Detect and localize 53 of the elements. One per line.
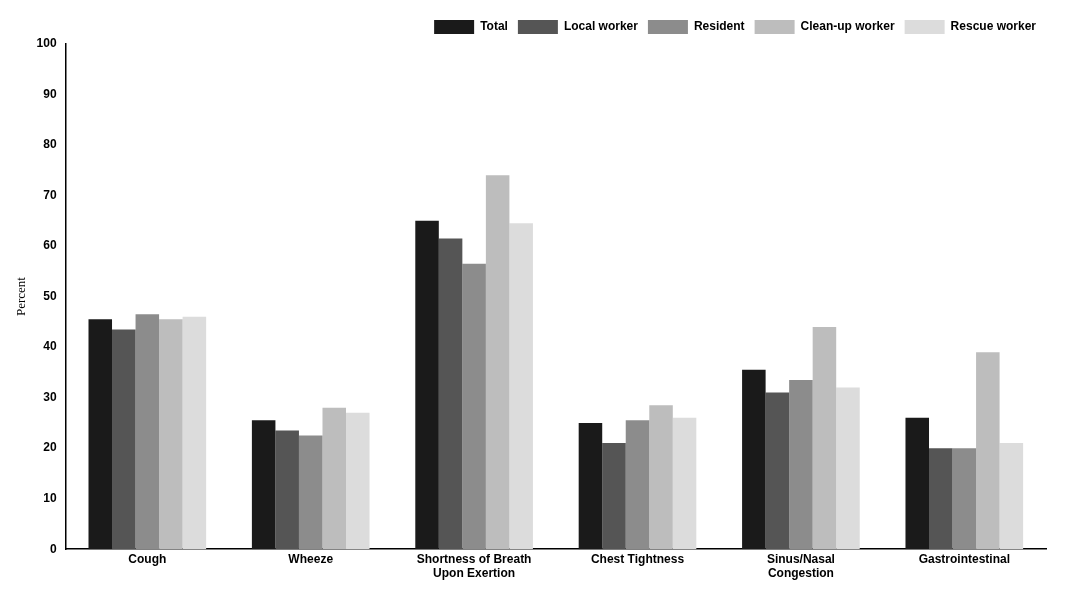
bar	[625, 420, 650, 550]
y-axis-title: Percent	[13, 276, 29, 317]
x-tick-label: Wheeze	[288, 551, 334, 566]
bar	[905, 417, 930, 550]
legend-label: Total	[480, 19, 508, 34]
bar	[485, 175, 510, 550]
bar	[836, 387, 860, 550]
x-tick-label: Cough	[128, 551, 167, 566]
y-tick-label: 80	[43, 137, 57, 152]
bar	[789, 379, 813, 550]
bar	[812, 326, 837, 550]
bar	[322, 407, 347, 550]
legend-label: Resident	[693, 19, 745, 34]
bar	[742, 369, 766, 550]
bar	[88, 319, 113, 550]
y-tick-label: 90	[43, 86, 57, 101]
bar	[275, 430, 299, 550]
legend-label: Rescue worker	[950, 19, 1037, 34]
y-tick-label: 30	[43, 389, 57, 404]
bar	[672, 417, 697, 550]
bar	[578, 422, 603, 550]
legend-label: Local worker	[563, 19, 639, 34]
y-tick-label: 40	[43, 339, 57, 354]
bar	[159, 319, 183, 550]
bar	[929, 448, 953, 550]
bar	[952, 448, 977, 550]
bar	[999, 443, 1024, 550]
x-tick-label: Gastrointestinal	[918, 551, 1010, 566]
y-tick-label: 0	[49, 541, 57, 556]
bar	[135, 314, 160, 550]
y-tick-label: 60	[43, 238, 57, 253]
x-tick-label: Sinus/Nasal Congestion	[766, 551, 835, 581]
y-tick-label: 20	[43, 440, 57, 455]
x-tick-label: Shortness of Breath Upon Exertion	[416, 551, 532, 581]
bar	[649, 405, 673, 550]
x-tick-label: Chest Tightness	[590, 551, 685, 566]
bar	[509, 223, 533, 550]
bar	[298, 435, 323, 550]
bar	[765, 392, 790, 550]
bar	[415, 220, 439, 550]
bar	[976, 352, 1000, 550]
bar	[346, 412, 370, 550]
bar	[112, 329, 136, 550]
bar	[182, 316, 207, 550]
y-tick-label: 70	[43, 187, 57, 202]
bar	[462, 263, 486, 550]
y-tick-label: 10	[43, 490, 57, 505]
bar	[602, 443, 626, 550]
bar	[251, 420, 276, 550]
y-tick-label: 50	[43, 288, 57, 303]
bar	[438, 238, 463, 550]
y-tick-label: 100	[36, 36, 57, 51]
legend-label: Clean-up worker	[800, 19, 895, 34]
